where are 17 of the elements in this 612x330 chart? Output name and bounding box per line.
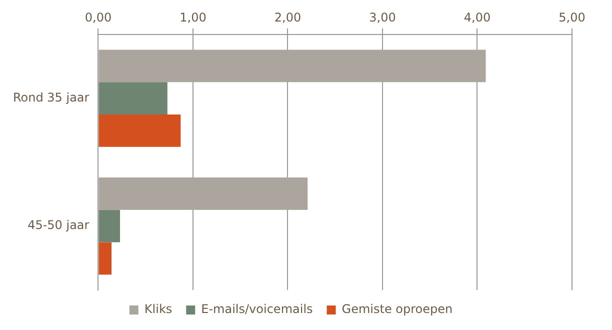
bar (98, 210, 120, 242)
x-tick-label: 2,00 (274, 10, 302, 24)
bar (98, 50, 486, 82)
y-tick-label: 45-50 jaar (28, 218, 90, 232)
legend-label: Kliks (144, 302, 172, 316)
y-tick-label: Rond 35 jaar (12, 90, 90, 104)
x-tick-label: 0,00 (84, 10, 112, 24)
x-tick-label: 5,00 (558, 10, 586, 24)
bar (98, 178, 308, 210)
legend-label: Gemiste oproepen (342, 302, 453, 316)
bar (98, 114, 181, 147)
bar (98, 242, 112, 275)
x-tick-label: 3,00 (369, 10, 396, 24)
x-tick-label: 4,00 (464, 10, 491, 24)
x-tick-label: 1,00 (180, 10, 206, 24)
bar (98, 82, 168, 114)
legend-label: E-mails/voicemails (201, 302, 313, 316)
